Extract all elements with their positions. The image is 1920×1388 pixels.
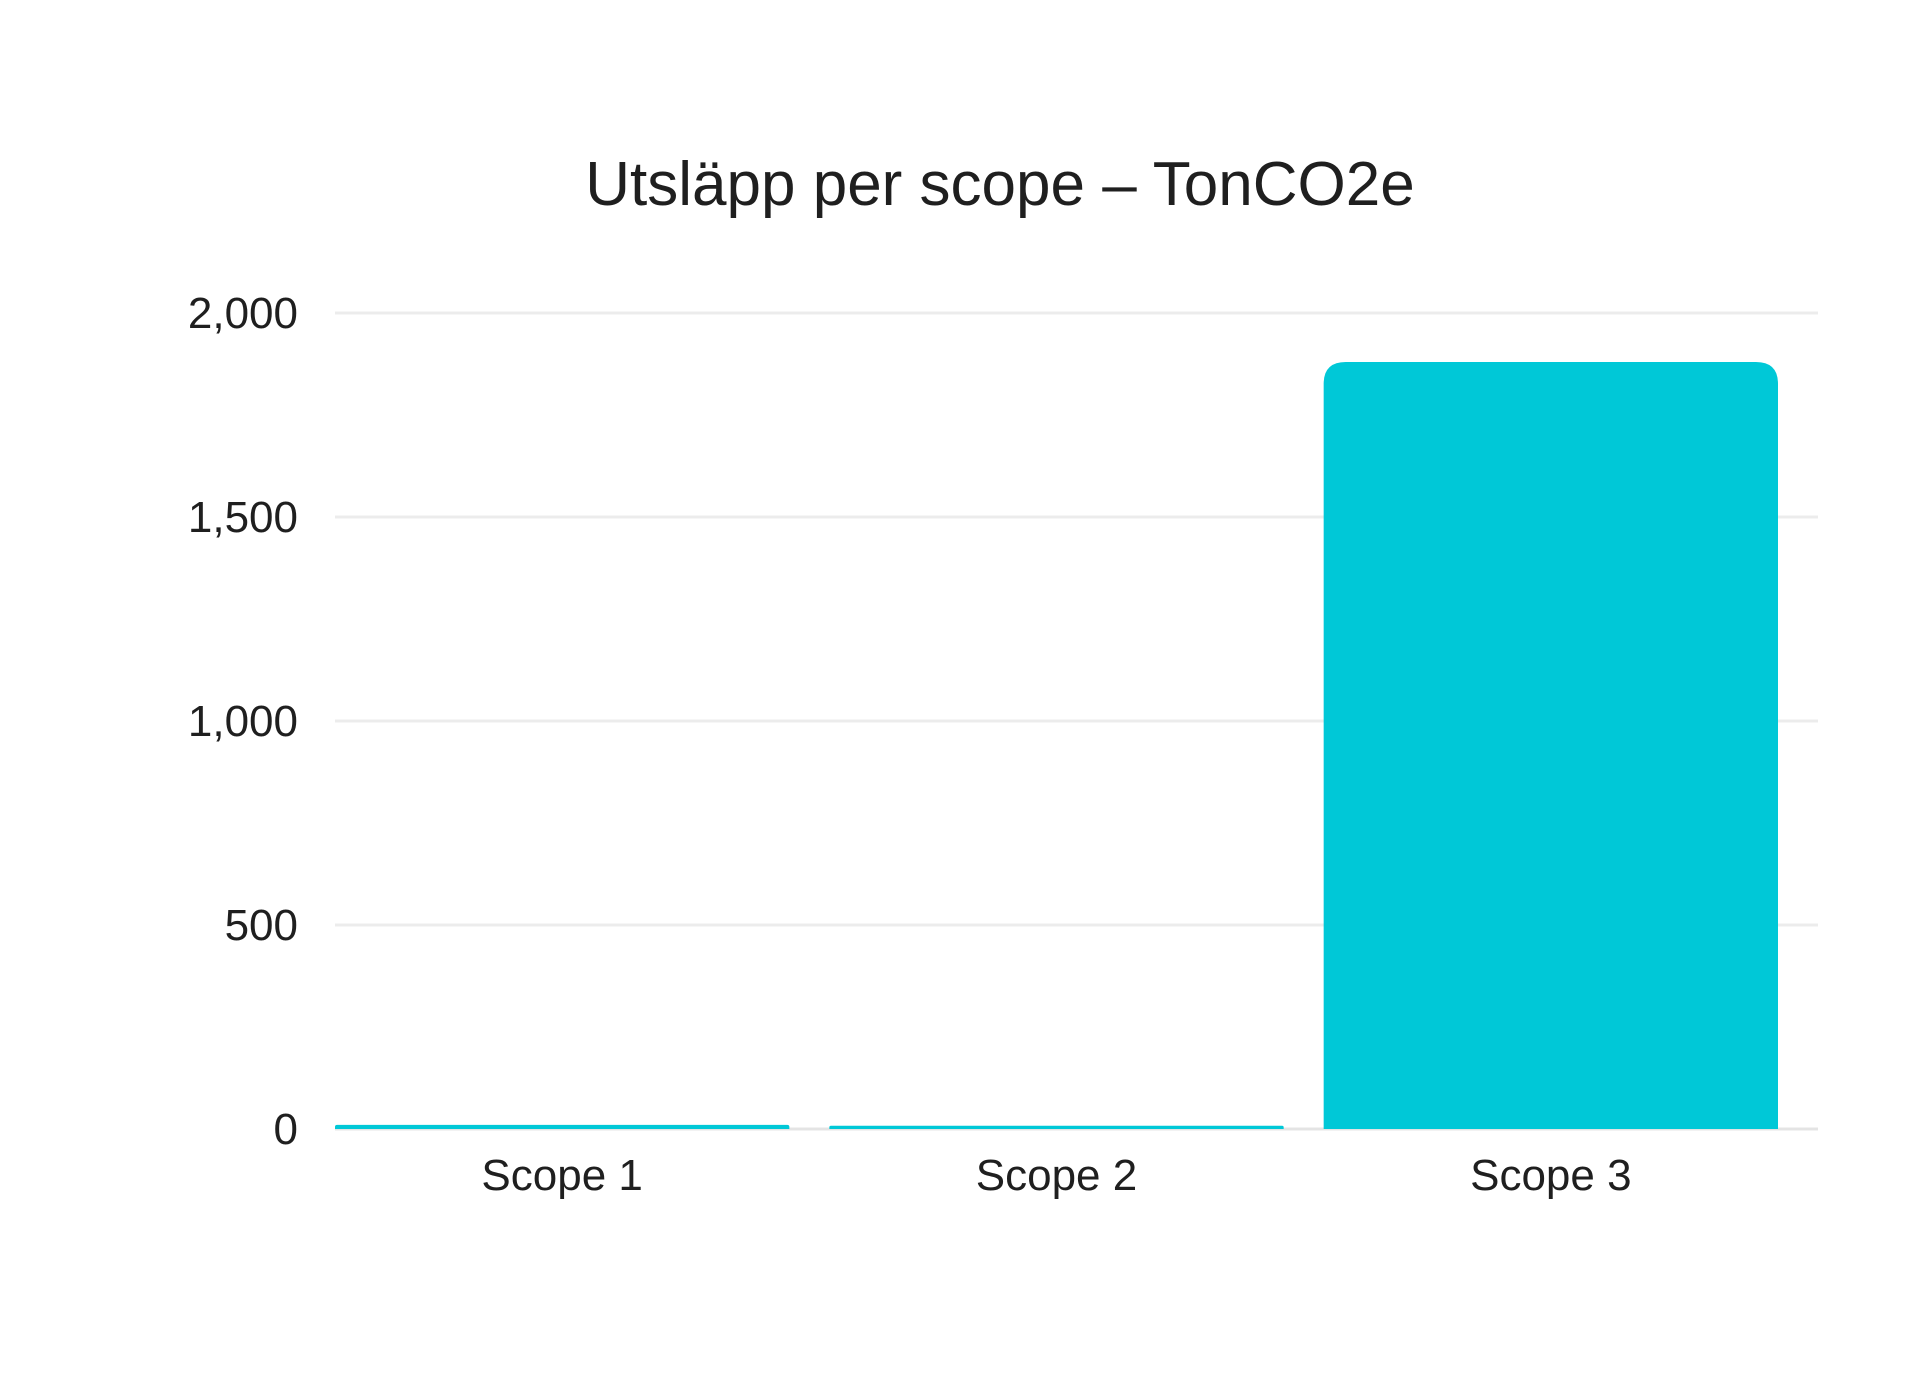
y-tick-label: 1,500 [188, 493, 298, 542]
y-axis-tick-labels: 0 500 1,000 1,500 2,000 [188, 289, 298, 1154]
x-axis-category-labels: Scope 1 Scope 2 Scope 3 [481, 1151, 1631, 1200]
bar-scope-3 [1323, 361, 1778, 1130]
chart-title: Utsläpp per scope – TonCO2e [585, 150, 1414, 219]
y-tick-label: 2,000 [188, 289, 298, 338]
y-tick-label: 0 [274, 1105, 298, 1154]
x-category-label: Scope 2 [976, 1151, 1137, 1200]
y-tick-label: 1,000 [188, 697, 298, 746]
bars [335, 361, 1778, 1130]
x-category-label: Scope 1 [481, 1151, 642, 1200]
x-category-label: Scope 3 [1470, 1151, 1631, 1200]
y-tick-label: 500 [225, 901, 298, 950]
bar-scope-2 [829, 1125, 1284, 1129]
bar-scope-1 [335, 1124, 790, 1129]
